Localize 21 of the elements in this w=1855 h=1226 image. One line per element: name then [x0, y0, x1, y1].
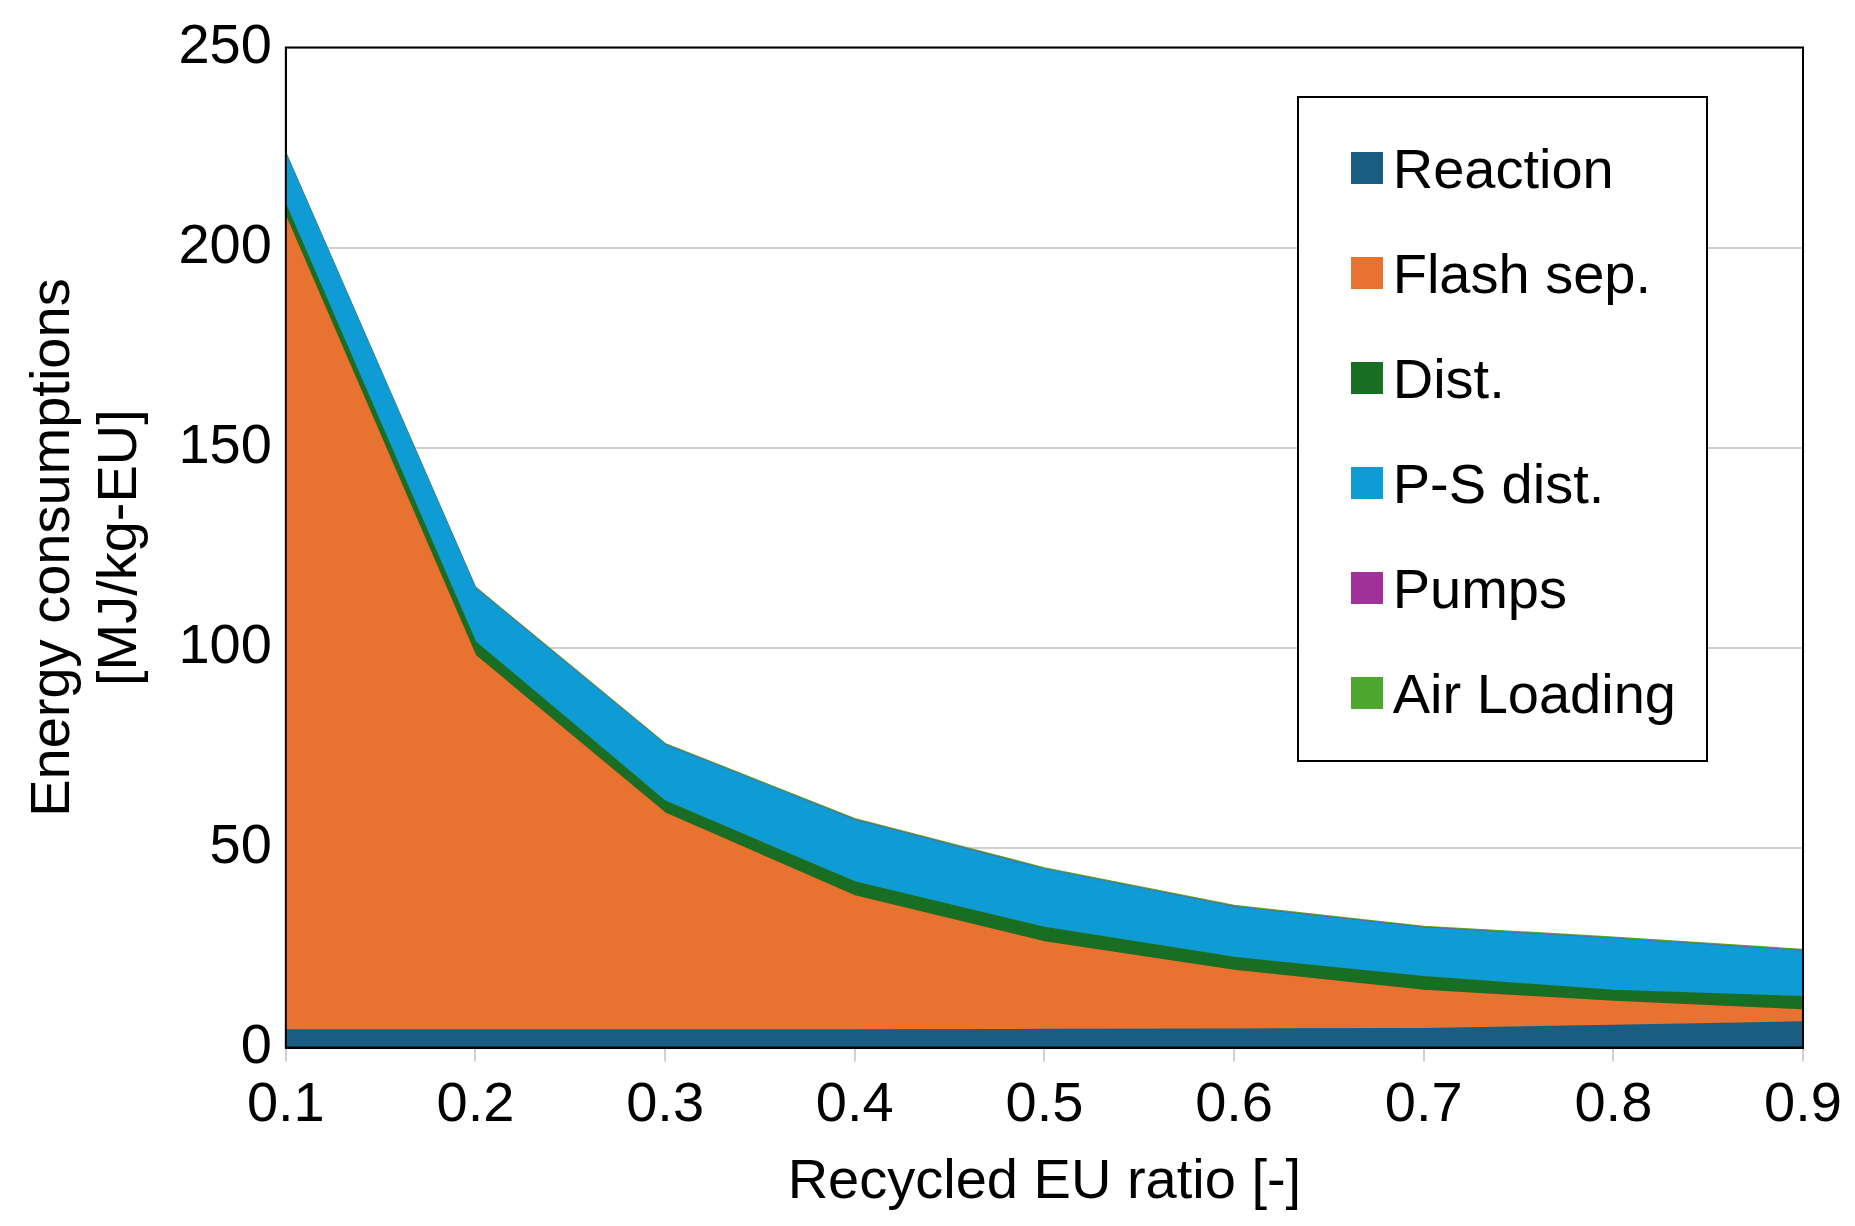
x-tick-label: 0.9	[1764, 1069, 1842, 1133]
y-axis-title: Energy consumptions [MJ/kg-EU]	[18, 278, 149, 817]
x-axis-title: Recycled EU ratio [-]	[787, 1146, 1302, 1210]
legend-label: Pumps	[1392, 555, 1567, 621]
y-tick-label: 100	[178, 612, 272, 676]
x-tick-label: 0.5	[1005, 1069, 1084, 1133]
y-tick-label: 250	[178, 12, 272, 76]
x-tick-label: 0.8	[1574, 1069, 1653, 1133]
legend-label: Reaction	[1392, 135, 1614, 201]
legend-label: Dist.	[1392, 345, 1505, 411]
legend-label: Flash sep.	[1392, 240, 1652, 306]
x-tick-label: 0.6	[1195, 1069, 1273, 1133]
x-tick-label: 0.2	[436, 1069, 515, 1133]
legend-label: Air Loading	[1392, 660, 1676, 726]
legend-label: P-S dist.	[1392, 450, 1605, 516]
y-tick-label: 200	[178, 212, 272, 276]
x-tick-label: 0.3	[626, 1069, 705, 1133]
x-tick-label: 0.7	[1384, 1069, 1463, 1133]
y-tick-label: 150	[178, 412, 272, 476]
y-tick-label: 50	[209, 812, 272, 876]
x-tick-label: 0.4	[815, 1069, 894, 1133]
